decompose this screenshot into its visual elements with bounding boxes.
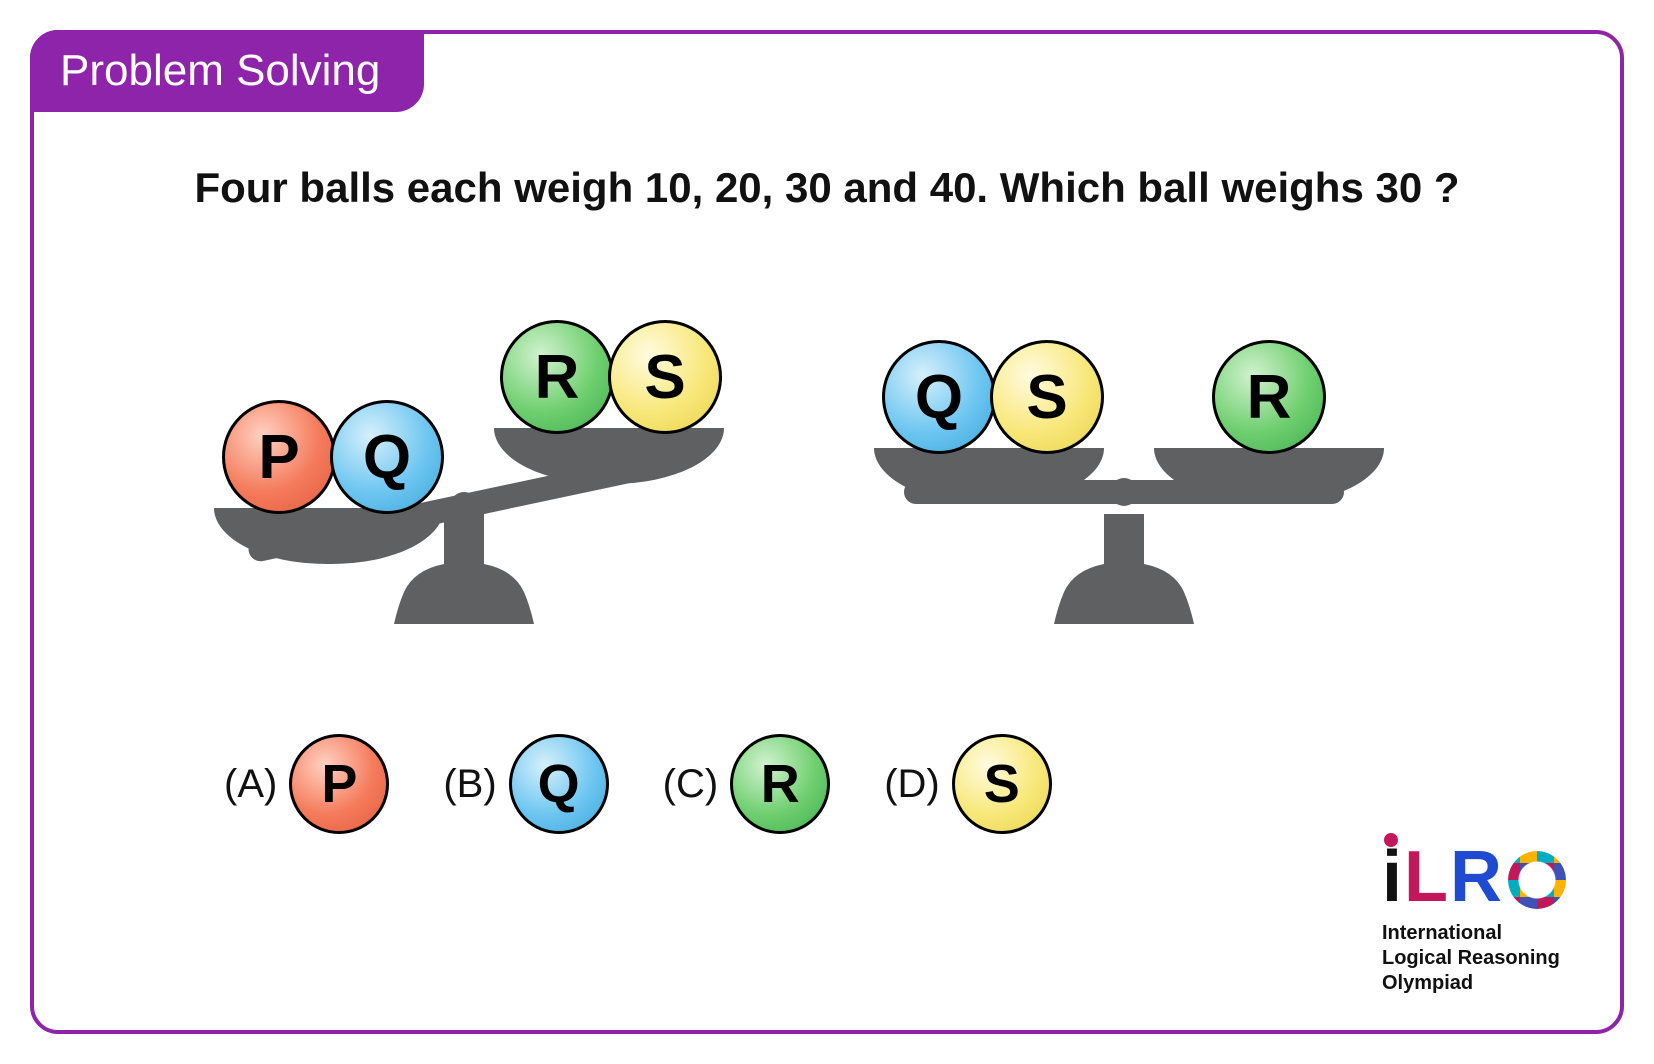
question-text: Four balls each weigh 10, 20, 30 and 40.… [34,164,1620,212]
problem-card: Problem Solving Four balls each weigh 10… [30,30,1624,1034]
scale-pedestal [1044,514,1204,624]
answer-option-q[interactable]: (B) Q [443,734,608,834]
logo-word: i L R [1382,841,1566,913]
ball-p: P [289,734,389,834]
section-badge: Problem Solving [30,30,424,112]
left-pan-balls: QS [882,340,1104,454]
ball-s: S [990,340,1104,454]
right-pan-balls: R [1212,340,1326,454]
ball-p: P [222,400,336,514]
ball-r: R [1212,340,1326,454]
answers-row: (A) P (B) Q (C)R (D) S [224,734,1052,834]
logo-sub-line: Logical Reasoning [1382,946,1566,971]
logo-letter-i: i [1382,841,1404,913]
answer-key: (A) [224,762,277,807]
ball-q: Q [330,400,444,514]
logo-sub-line: International [1382,921,1566,946]
logo-letter-r: R [1450,841,1504,913]
left-pan-balls: PQ [222,400,444,514]
ball-s: S [952,734,1052,834]
answer-key: (C) [663,762,719,807]
answer-key: (B) [443,762,496,807]
ball-r: R [500,320,614,434]
answer-option-s[interactable]: (D) S [884,734,1052,834]
scale-pedestal [384,514,544,624]
logo-letter-o-icon [1508,851,1566,909]
logo-letter-l: L [1404,841,1450,913]
ball-q: Q [509,734,609,834]
scale-left: PQ RS [204,284,724,624]
ball-r: R [730,734,830,834]
scales-row: PQ RS QS R [34,284,1620,644]
ball-q: Q [882,340,996,454]
scale-right: QS R [864,284,1384,624]
answer-option-p[interactable]: (A) P [224,734,389,834]
ball-s: S [608,320,722,434]
right-pan [494,428,724,484]
logo-subtitle: International Logical Reasoning Olympiad [1382,921,1566,996]
right-pan-balls: RS [500,320,722,434]
logo-sub-line: Olympiad [1382,971,1566,996]
answer-key: (D) [884,762,940,807]
answer-option-r[interactable]: (C)R [663,734,831,834]
ilro-logo: i L R International Logical Reasoning Ol… [1382,841,1566,996]
